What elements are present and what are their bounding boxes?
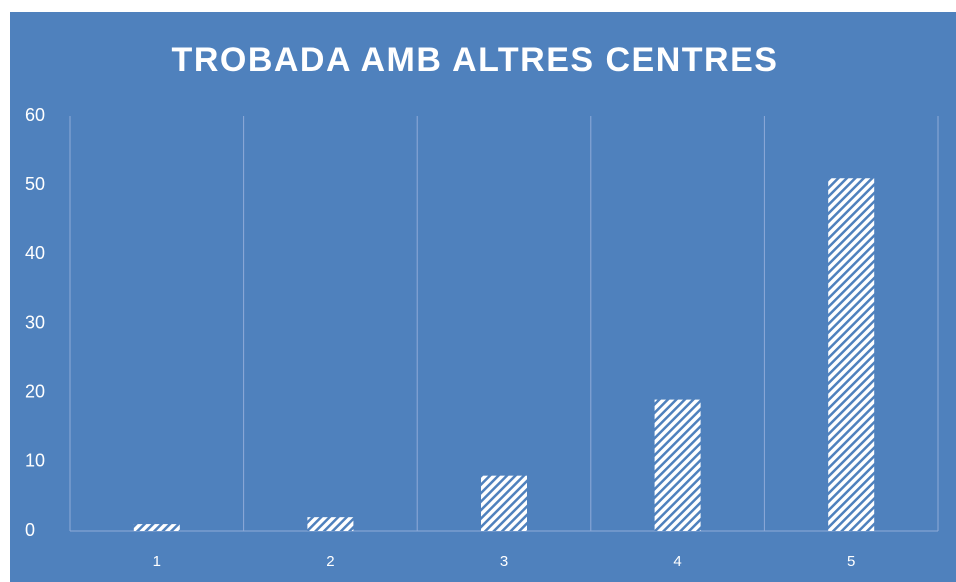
chart-title: TROBADA AMB ALTRES CENTRES [172, 41, 779, 79]
bar [828, 178, 875, 531]
x-tick-label: 5 [847, 553, 855, 570]
y-tick-label: 20 [25, 381, 45, 401]
bar [654, 399, 701, 531]
bar [133, 524, 180, 531]
bar [307, 517, 354, 531]
y-tick-label: 30 [25, 312, 45, 332]
y-tick-label: 50 [25, 174, 45, 194]
bar [481, 475, 527, 531]
x-tick-label: 3 [500, 553, 508, 570]
x-tick-label: 2 [326, 553, 334, 570]
x-tick-label: 1 [153, 553, 161, 570]
y-tick-label: 60 [25, 105, 45, 125]
y-tick-label: 40 [25, 243, 45, 263]
x-tick-label: 4 [673, 553, 681, 570]
y-tick-label: 10 [25, 451, 45, 471]
y-tick-label: 0 [25, 520, 35, 540]
